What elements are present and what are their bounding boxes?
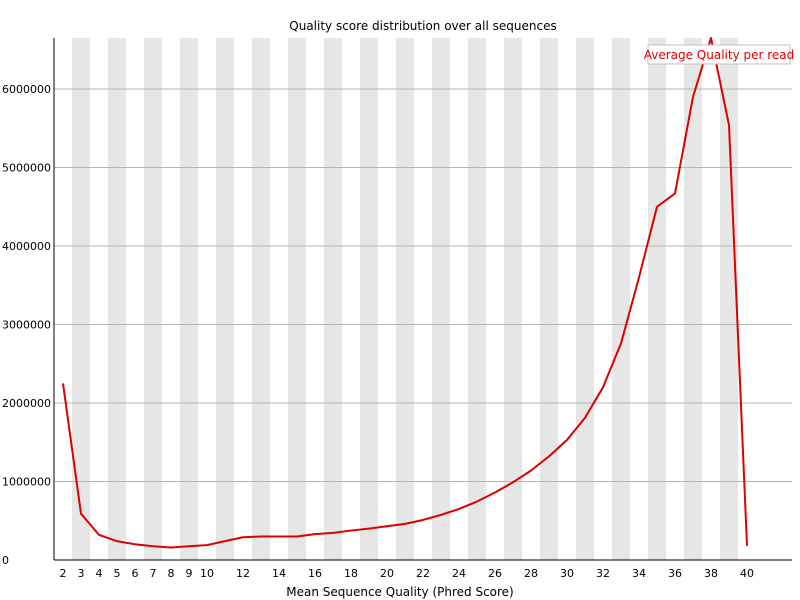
band-29 bbox=[540, 38, 558, 560]
x-tick-label: 34 bbox=[632, 567, 646, 580]
axes bbox=[53, 38, 792, 561]
band-25 bbox=[468, 38, 486, 560]
x-tick-label: 12 bbox=[236, 567, 250, 580]
band-5 bbox=[108, 38, 126, 560]
x-tick-label: 6 bbox=[132, 567, 139, 580]
band-7 bbox=[144, 38, 162, 560]
band-19 bbox=[360, 38, 378, 560]
x-tick-label: 8 bbox=[168, 567, 175, 580]
series-line-average-quality bbox=[62, 37, 748, 549]
band-27 bbox=[504, 38, 522, 560]
y-tick-label: 5000000 bbox=[2, 162, 51, 175]
y-tick-label: 0 bbox=[2, 554, 9, 567]
x-axis-title: Mean Sequence Quality (Phred Score) bbox=[286, 585, 514, 599]
band-39 bbox=[720, 38, 738, 560]
x-tick-label: 26 bbox=[488, 567, 502, 580]
band-35 bbox=[648, 38, 666, 560]
band-37 bbox=[684, 38, 702, 560]
x-tick-label: 22 bbox=[416, 567, 430, 580]
alternating-bands bbox=[72, 38, 738, 560]
x-tick-label: 16 bbox=[308, 567, 322, 580]
horizontal-gridlines bbox=[54, 88, 792, 483]
x-tick-label: 20 bbox=[380, 567, 394, 580]
x-tick-label: 7 bbox=[150, 567, 157, 580]
chart-title: Quality score distribution over all sequ… bbox=[289, 19, 556, 33]
band-23 bbox=[432, 38, 450, 560]
x-tick-label: 28 bbox=[524, 567, 538, 580]
x-tick-label: 24 bbox=[452, 567, 466, 580]
x-tick-label: 14 bbox=[272, 567, 286, 580]
band-11 bbox=[216, 38, 234, 560]
y-tick-label: 2000000 bbox=[2, 397, 51, 410]
x-tick-label: 9 bbox=[186, 567, 193, 580]
band-33 bbox=[612, 38, 630, 560]
band-31 bbox=[576, 38, 594, 560]
x-tick-label: 3 bbox=[78, 567, 85, 580]
y-tick-label: 1000000 bbox=[2, 476, 51, 489]
band-9 bbox=[180, 38, 198, 560]
legend-box bbox=[647, 44, 791, 65]
legend: Average Quality per read bbox=[644, 44, 795, 65]
band-13 bbox=[252, 38, 270, 560]
x-tick-label: 2 bbox=[60, 567, 67, 580]
band-15 bbox=[288, 38, 306, 560]
y-tick-labels: 0 1000000 2000000 3000000 4000000 5000000 6000… bbox=[2, 83, 51, 567]
x-tick-labels: 2 3 4 5 6 7 8 9 10 12 14 16 18 20 22 24 26 28 30 32 34 36 38 40 bbox=[60, 567, 755, 580]
x-tick-label: 18 bbox=[344, 567, 358, 580]
x-tick-label: 4 bbox=[96, 567, 103, 580]
band-3 bbox=[72, 38, 90, 560]
legend-label: Average Quality per read bbox=[644, 48, 795, 62]
x-tick-label: 40 bbox=[740, 567, 754, 580]
y-tick-label: 6000000 bbox=[2, 83, 51, 96]
x-tick-label: 10 bbox=[200, 567, 214, 580]
y-tick-label: 4000000 bbox=[2, 240, 51, 253]
band-17 bbox=[324, 38, 342, 560]
x-tick-label: 32 bbox=[596, 567, 610, 580]
x-tick-label: 5 bbox=[114, 567, 121, 580]
y-tick-label: 3000000 bbox=[2, 319, 51, 332]
x-tick-label: 38 bbox=[704, 567, 718, 580]
band-21 bbox=[396, 38, 414, 560]
x-tick-label: 36 bbox=[668, 567, 682, 580]
x-tick-label: 30 bbox=[560, 567, 574, 580]
